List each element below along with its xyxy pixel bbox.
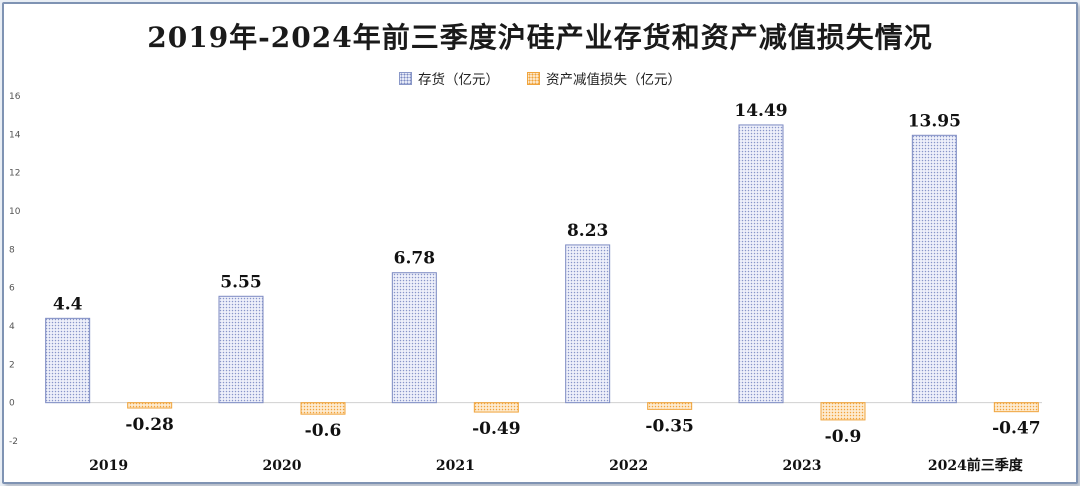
y-tick-label: 16 <box>9 92 21 102</box>
x-category-label: 2023 <box>783 458 822 474</box>
y-tick-label: 10 <box>9 207 21 217</box>
legend-label-impairment: 资产减值损失（亿元） <box>546 72 681 88</box>
inventory-data-label: 5.55 <box>220 272 261 292</box>
impairment-bar <box>300 402 346 415</box>
x-category-label: 2021 <box>436 458 475 474</box>
legend-label-inventory: 存货（亿元） <box>418 72 499 88</box>
legend-swatch-impairment <box>527 71 540 85</box>
impairment-bar <box>473 402 519 413</box>
inventory-data-label: 6.78 <box>394 249 435 269</box>
inventory-data-label: 8.23 <box>567 221 608 241</box>
inventory-data-label: 14.49 <box>734 101 787 121</box>
y-tick-label: 0 <box>9 399 15 409</box>
y-tick-label: -2 <box>9 437 18 447</box>
y-tick-label: 8 <box>9 245 15 255</box>
chart-legend: 存货（亿元） 资产减值损失（亿元） <box>4 68 1076 88</box>
legend-item-inventory: 存货（亿元） <box>399 68 499 88</box>
legend-swatch-inventory <box>399 71 412 85</box>
x-category-label: 2019 <box>89 458 128 474</box>
y-tick-label: 14 <box>9 130 21 140</box>
y-tick-label: 2 <box>9 360 15 370</box>
x-category-label: 2020 <box>263 458 302 474</box>
impairment-data-label: -0.47 <box>992 419 1040 439</box>
impairment-data-label: -0.28 <box>125 415 173 435</box>
x-category-label: 2022 <box>609 458 648 474</box>
inventory-bar <box>911 134 957 404</box>
impairment-bar <box>127 402 173 409</box>
y-tick-label: 6 <box>9 284 15 294</box>
chart-title: 2019年-2024年前三季度沪硅产业存货和资产减值损失情况 <box>147 21 933 54</box>
impairment-data-label: -0.6 <box>305 421 342 441</box>
impairment-bar <box>993 402 1039 413</box>
y-tick-label: 4 <box>9 322 15 332</box>
inventory-bar <box>391 272 437 404</box>
inventory-bar <box>565 244 611 404</box>
inventory-bar <box>738 124 784 404</box>
inventory-data-label: 13.95 <box>908 111 961 131</box>
x-category-label: 2024前三季度 <box>928 457 1024 474</box>
impairment-data-label: -0.9 <box>825 427 862 447</box>
impairment-data-label: -0.49 <box>472 419 520 439</box>
impairment-bar <box>820 402 866 421</box>
inventory-data-label: 4.4 <box>53 294 83 314</box>
legend-item-impairment: 资产减值损失（亿元） <box>527 68 681 88</box>
inventory-bar <box>45 317 91 404</box>
y-tick-label: 12 <box>9 169 20 179</box>
impairment-bar <box>647 402 693 410</box>
impairment-data-label: -0.35 <box>645 416 693 436</box>
inventory-bar <box>218 295 264 404</box>
